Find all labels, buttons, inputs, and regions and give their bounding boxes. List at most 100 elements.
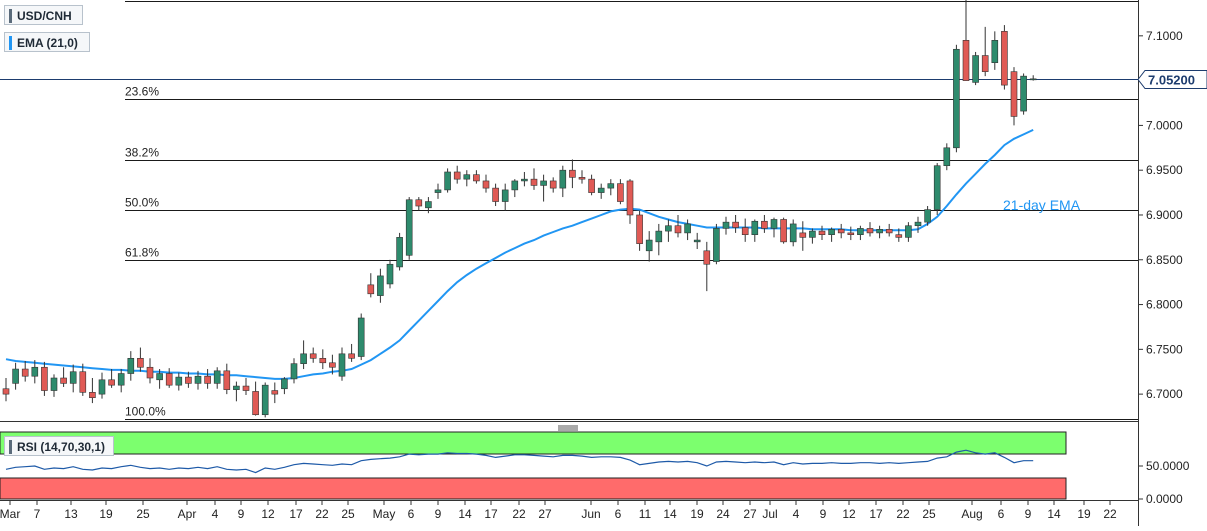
candle-body: [492, 187, 499, 202]
candle-body: [453, 171, 461, 180]
time-tick-label: 22: [315, 507, 329, 521]
candle-body: [933, 165, 941, 210]
candle-body: [405, 199, 413, 256]
price-tick-label: 7.0000: [1146, 118, 1183, 132]
candle-body: [713, 228, 720, 262]
symbol-label[interactable]: USD/CNH: [4, 5, 83, 25]
candle-body: [981, 55, 989, 72]
candle-body: [617, 183, 624, 202]
time-tick-label: Jul: [762, 507, 777, 521]
time-tick-label: 27: [538, 507, 552, 521]
candle-body: [108, 379, 115, 386]
candle-body: [338, 353, 346, 377]
price-tick-label: 6.8000: [1146, 298, 1183, 312]
time-tick-label: 14: [458, 507, 472, 521]
candle-body: [242, 385, 250, 391]
time-tick-label: 27: [743, 507, 757, 521]
time-tick-label: 14: [1047, 507, 1061, 521]
fib-level-label: 38.2%: [125, 146, 159, 160]
time-tick-label: 19: [1077, 507, 1091, 521]
rsi-pane: 50.0000 0.0000: [0, 425, 1190, 506]
candle-body: [569, 169, 576, 178]
candle-body: [770, 219, 778, 229]
candle-body: [751, 220, 759, 235]
candle-body: [117, 373, 125, 386]
candle-body: [837, 229, 845, 234]
candle-body: [588, 178, 595, 193]
candle-body: [511, 180, 519, 191]
time-tick-label: 19: [690, 507, 704, 521]
time-tick-label: 6: [615, 507, 622, 521]
candle-body: [828, 229, 835, 235]
candle-body: [31, 366, 39, 377]
candle-body: [924, 209, 931, 223]
time-tick-label: 22: [896, 507, 910, 521]
candle-body: [693, 239, 701, 243]
ema-annotation: 21-day EMA: [1003, 197, 1081, 213]
candle-body: [521, 178, 528, 182]
candle-body: [876, 229, 883, 234]
candle-body: [482, 180, 490, 189]
candle-body: [741, 227, 749, 235]
candle-body: [204, 375, 211, 384]
candle-body: [943, 147, 951, 167]
time-tick-label: 6: [998, 507, 1005, 521]
candle-body: [684, 223, 691, 234]
candle-body: [674, 225, 682, 234]
candle-body: [761, 220, 768, 229]
candle-body: [645, 239, 653, 252]
rsi-tick-label: 50.0000: [1146, 459, 1190, 473]
candle-body: [885, 229, 893, 234]
current-price-badge: [1137, 70, 1207, 89]
candle-body: [540, 180, 547, 186]
candle-body: [780, 219, 787, 243]
time-tick-label: 25: [136, 507, 150, 521]
candle-body: [463, 174, 471, 180]
candle-body: [261, 384, 269, 416]
candle-body: [597, 187, 605, 193]
rsi-overbought-zone: [0, 431, 1067, 455]
fib-level-label: 50.0%: [125, 196, 159, 210]
rsi-swatch: [9, 440, 12, 454]
fibonacci-levels: 0.0% 23.6% 38.2% 50.0% 61.8% 100.0%: [0, 0, 1138, 420]
candle-body: [271, 390, 279, 395]
candle-body: [1029, 78, 1037, 81]
candle-body: [895, 234, 903, 238]
price-tick-label: 6.9500: [1146, 163, 1183, 177]
candle-body: [386, 263, 394, 285]
candle-body: [175, 376, 183, 386]
candle-body: [290, 363, 298, 380]
fib-level-label: 0.0%: [125, 0, 153, 1]
current-price-label: 7.05200: [1148, 73, 1195, 88]
candle-body: [281, 378, 288, 390]
ema-swatch: [9, 36, 12, 50]
candle-body: [348, 353, 355, 359]
time-tick-label: 17: [869, 507, 883, 521]
candle-body: [396, 237, 403, 268]
candle-body: [655, 230, 663, 243]
candle-body: [50, 377, 58, 391]
candle-body: [194, 375, 202, 384]
ema-indicator-label[interactable]: EMA (21,0): [4, 32, 90, 52]
rsi-indicator-label[interactable]: RSI (14,70,30,1): [4, 436, 114, 456]
candle-body: [473, 174, 480, 182]
time-tick-label: 13: [64, 507, 78, 521]
time-axis: Mar 7 13 19 25 Apr 4 9 12 17 22 25 May 6 9 14 17 22 27 Jun 6…: [0, 500, 1138, 521]
time-tick-label: 11: [639, 507, 652, 521]
candle-body: [21, 368, 29, 377]
candle-body: [857, 228, 864, 235]
time-tick-label: Aug: [961, 507, 982, 521]
fib-level-label: 100.0%: [125, 405, 166, 419]
candle-body: [415, 199, 423, 207]
time-tick-label: 9: [1025, 507, 1032, 521]
time-tick-label: 4: [212, 507, 219, 521]
candle-body: [137, 357, 144, 368]
candle-body: [127, 357, 135, 374]
time-tick-label: 4: [793, 507, 800, 521]
price-axis: 7.10007.05007.00006.95006.90006.85006.80…: [1137, 29, 1207, 401]
price-tick-label: 6.7500: [1146, 342, 1183, 356]
price-tick-label: 6.7000: [1146, 387, 1183, 401]
time-tick-label: 14: [663, 507, 677, 521]
candle-body: [905, 225, 912, 238]
candle-body: [309, 353, 317, 359]
